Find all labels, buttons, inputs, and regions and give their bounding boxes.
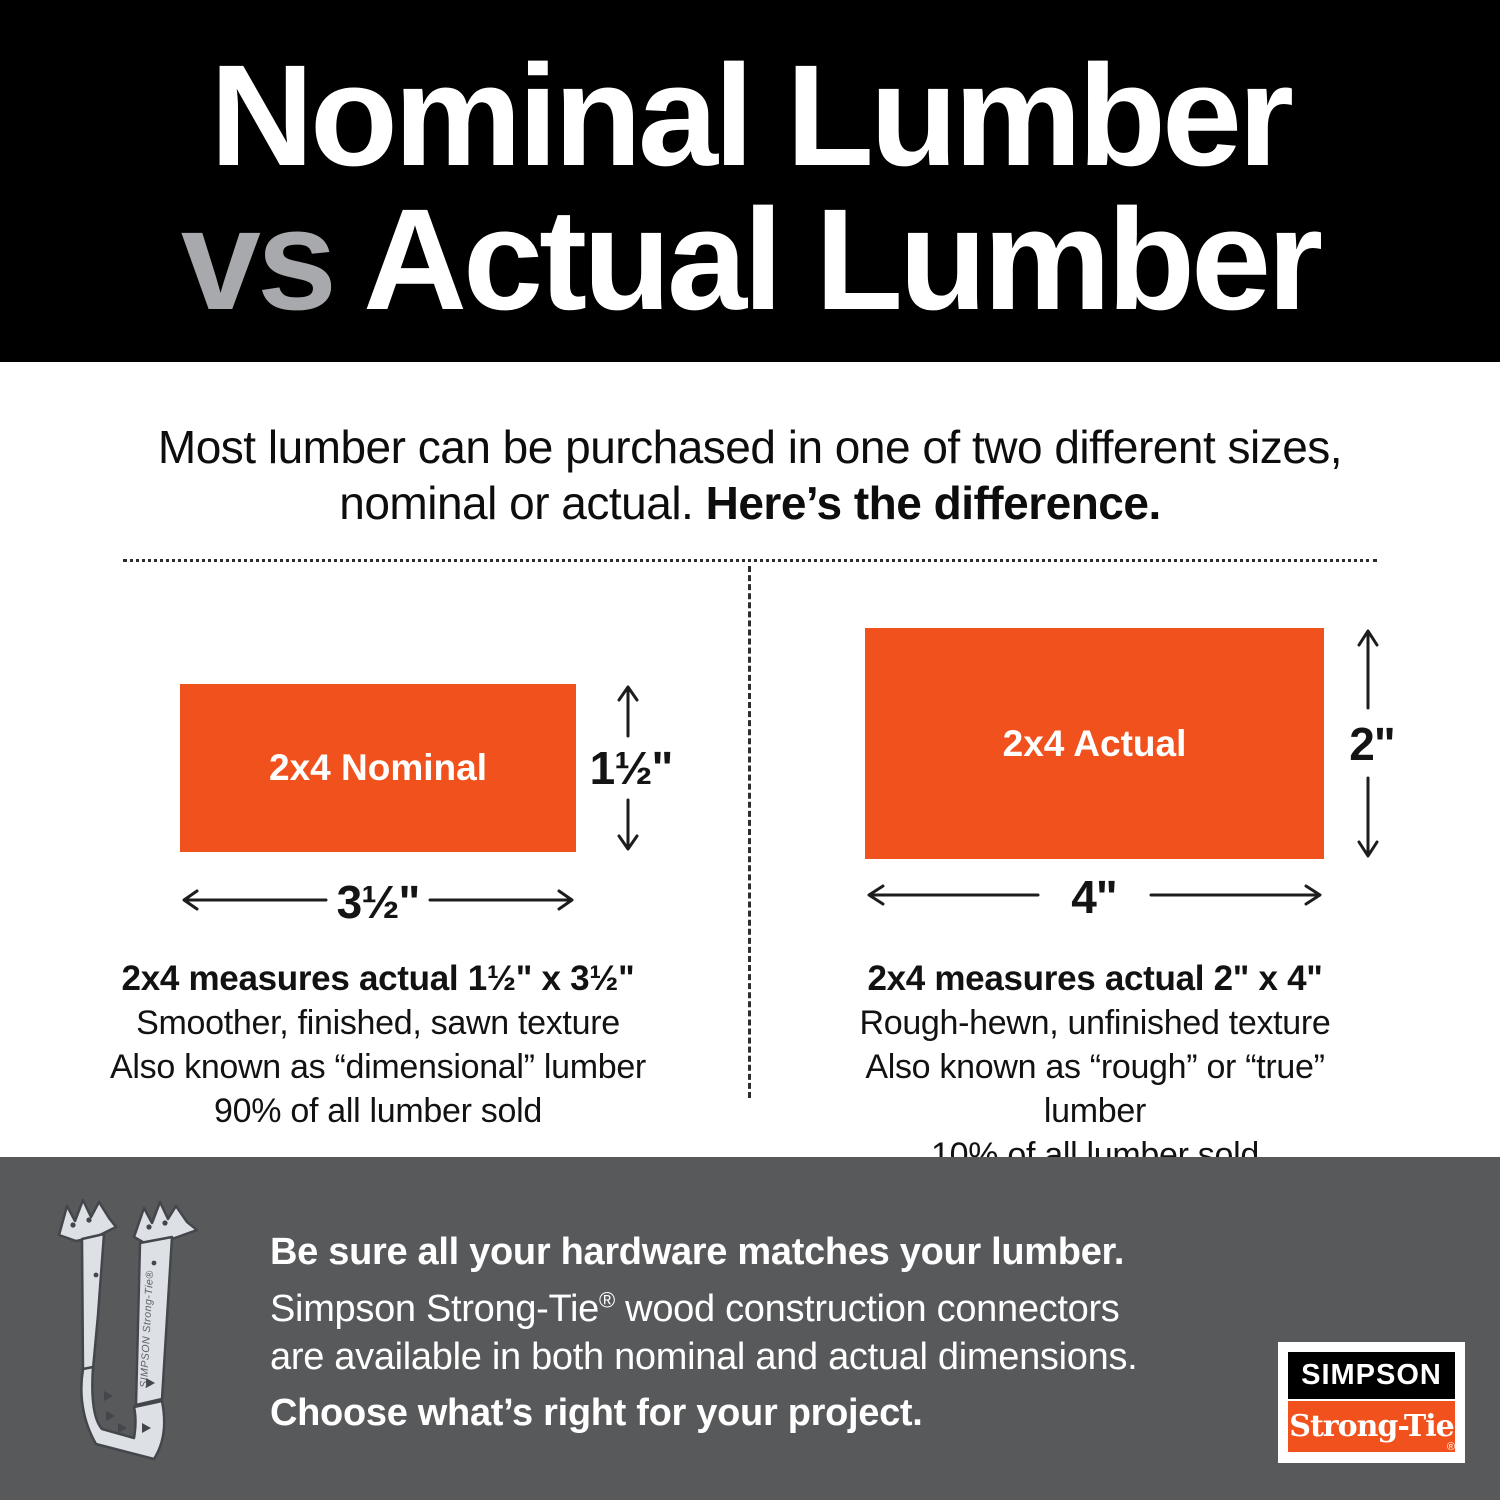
logo-strongtie-text: Strong-Tie <box>1289 1409 1454 1444</box>
footer-band: SIMPSON Strong-Tie® Be sure all your har… <box>0 1157 1500 1500</box>
footer-cta: Choose what’s right for your project. <box>270 1392 923 1434</box>
intro-line2-bold: Here’s the difference. <box>705 477 1162 529</box>
actual-width-label: 4" <box>1071 871 1117 923</box>
logo-registered-mark: ® <box>1446 1441 1455 1453</box>
actual-caption-bold: 2x4 measures actual 2" x 4" <box>867 959 1323 998</box>
footer-brand-text: Simpson Strong-Tie <box>270 1288 599 1330</box>
registered-mark: ® <box>599 1287 615 1313</box>
nominal-box-label: 2x4 Nominal <box>269 747 487 788</box>
logo-simpson-box: SIMPSON <box>1288 1352 1455 1399</box>
nominal-caption-line: Smoother, finished, sawn texture <box>136 1004 620 1042</box>
nominal-height-label: 1½" <box>589 742 674 794</box>
actual-width-arrow <box>867 884 1322 906</box>
hero-header: Nominal Lumber vs Actual Lumber <box>0 0 1500 362</box>
vertical-dashed-divider <box>748 566 751 1098</box>
actual-box-label: 2x4 Actual <box>1002 722 1187 764</box>
intro-line1: Most lumber can be purchased in one of t… <box>157 421 1343 473</box>
title-line2-rest: Actual Lumber <box>363 179 1323 340</box>
footer-body-rest: wood construction connectors <box>614 1288 1120 1330</box>
intro-paragraph: Most lumber can be purchased in one of t… <box>0 419 1500 531</box>
nominal-width-arrow <box>182 889 574 911</box>
footer-body-line2: are available in both nominal and actual… <box>270 1336 1138 1378</box>
simpson-strong-tie-logo: SIMPSON Strong-Tie ® <box>1278 1342 1465 1463</box>
actual-lumber-box: 2x4 Actual <box>865 628 1324 859</box>
joist-hanger-illustration: SIMPSON Strong-Tie® <box>57 1198 199 1461</box>
nominal-width-label: 3½" <box>336 876 421 928</box>
intro-line2-regular: nominal or actual. <box>339 477 706 529</box>
page-title: Nominal Lumber vs Actual Lumber <box>0 44 1500 332</box>
actual-caption-line: Rough-hewn, unfinished texture <box>859 1004 1331 1042</box>
actual-caption: 2x4 measures actual 2" x 4" Rough-hewn, … <box>815 957 1375 1177</box>
title-line2: vs Actual Lumber <box>0 188 1500 332</box>
nominal-height-arrow <box>617 685 639 851</box>
title-line1: Nominal Lumber <box>209 35 1294 196</box>
nominal-lumber-box: 2x4 Nominal <box>180 684 576 852</box>
actual-height-arrow <box>1357 629 1379 858</box>
nominal-caption-bold: 2x4 measures actual 1½" x 3½" <box>121 959 635 998</box>
nominal-caption: 2x4 measures actual 1½" x 3½" Smoother, … <box>98 957 658 1133</box>
nominal-caption-line: Also known as “dimensional” lumber <box>110 1048 646 1086</box>
horizontal-dotted-divider <box>123 559 1377 562</box>
actual-height-label: 2" <box>1349 718 1395 770</box>
title-vs: vs <box>180 179 337 340</box>
footer-headline: Be sure all your hardware matches your l… <box>270 1231 1125 1273</box>
footer-body-line1: Simpson Strong-Tie® wood construction co… <box>270 1286 1120 1332</box>
logo-strongtie-box: Strong-Tie ® <box>1288 1401 1455 1453</box>
intro-line2: nominal or actual. Here’s the difference… <box>0 475 1500 531</box>
actual-caption-line: Also known as “rough” or “true” lumber <box>865 1048 1325 1130</box>
nominal-caption-line: 90% of all lumber sold <box>214 1092 542 1130</box>
